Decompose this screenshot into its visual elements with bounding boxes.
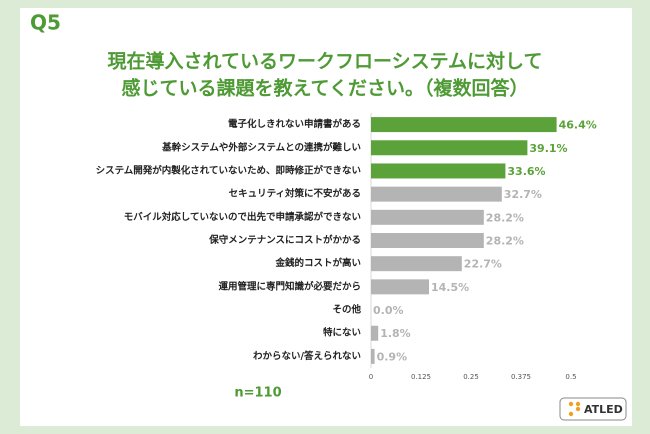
value-label: 22.7%	[464, 258, 502, 271]
panel	[20, 8, 632, 426]
bar	[371, 279, 429, 295]
y-tick-label: その他	[332, 304, 361, 316]
bar	[371, 186, 502, 202]
question-label: Q5	[30, 11, 61, 35]
value-label: 14.5%	[431, 281, 469, 294]
bar	[371, 348, 375, 364]
y-tick-label: 特にない	[323, 327, 361, 339]
logo-dot	[568, 411, 574, 417]
logo-dot	[575, 401, 581, 407]
bar	[371, 140, 528, 156]
bar	[371, 163, 506, 179]
value-label: 1.8%	[380, 327, 411, 340]
chart-title: 感じている課題を教えてください。（複数回答）	[122, 77, 529, 100]
x-tick-label: 0	[369, 373, 373, 381]
value-label: 39.1%	[529, 142, 567, 155]
x-tick-label: 0.25	[463, 373, 479, 381]
bar	[371, 209, 484, 225]
value-label: 28.2%	[486, 235, 524, 248]
bar	[371, 325, 379, 341]
chart-title: 現在導入されているワークフローシステムに対して	[108, 50, 543, 73]
x-tick-label: 0.375	[511, 373, 531, 381]
value-label: 33.6%	[507, 165, 545, 178]
bar	[371, 117, 557, 133]
logo-dot	[575, 406, 581, 412]
y-tick-label: セキュリティ対策に不安がある	[229, 188, 361, 200]
y-tick-label: 保守メンテナンスにコストがかかる	[208, 234, 361, 246]
value-label: 32.7%	[504, 188, 542, 201]
value-label: 0.0%	[373, 304, 404, 317]
y-tick-label: 基幹システムや外部システムとの連携が難しい	[161, 141, 361, 153]
y-tick-label: モバイル対応していないので出先で申請承認ができない	[124, 211, 361, 223]
y-tick-label: 電子化しきれない申請書がある	[228, 118, 361, 130]
x-tick-label: 0.125	[411, 373, 431, 381]
value-label: 46.4%	[559, 119, 597, 132]
logo-dot	[568, 401, 574, 407]
y-tick-label: システム開発が内製化されていないため、即時修正ができない	[96, 164, 361, 176]
logo: ATLED	[559, 397, 627, 421]
bar	[371, 233, 484, 248]
value-label: 0.9%	[377, 350, 408, 363]
value-label: 28.2%	[486, 211, 524, 224]
bar	[371, 256, 462, 272]
y-tick-label: 金銭的コストが高い	[274, 257, 361, 269]
logo-text: ATLED	[584, 403, 623, 416]
annotation: n=110	[234, 386, 281, 401]
x-tick-label: 0.5	[565, 373, 576, 381]
y-tick-label: 運用管理に専門知識が必要だから	[218, 280, 361, 292]
y-tick-label: わからない/答えられない	[253, 350, 361, 362]
